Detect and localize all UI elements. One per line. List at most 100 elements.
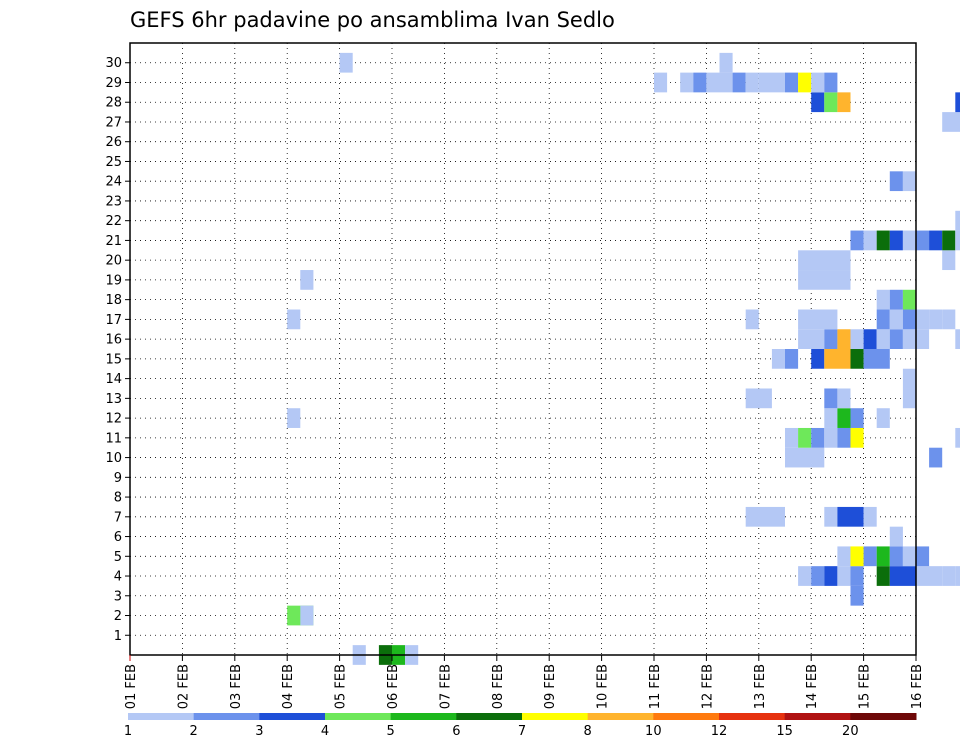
legend-swatch xyxy=(653,713,720,720)
legend-label: 10 xyxy=(645,724,662,739)
precip-cell xyxy=(811,92,825,113)
precip-cell xyxy=(300,605,314,626)
y-tick-label: 17 xyxy=(105,313,122,328)
precip-cell xyxy=(850,408,864,428)
legend-swatch xyxy=(719,713,786,720)
y-tick-label: 10 xyxy=(105,451,122,466)
precip-cell xyxy=(955,329,960,349)
legend-label: 5 xyxy=(387,724,395,739)
y-tick-label: 13 xyxy=(105,392,122,407)
precip-cell xyxy=(863,546,877,567)
chart-title: GEFS 6hr padavine po ansamblima Ivan Sed… xyxy=(130,8,615,32)
x-tick-label: 12 FEB xyxy=(700,664,715,709)
legend-swatch xyxy=(522,713,589,720)
y-tick-label: 9 xyxy=(114,471,122,486)
x-tick-label: 05 FEB xyxy=(334,664,349,709)
precip-cell xyxy=(850,427,864,448)
x-tick-label: 04 FEB xyxy=(281,664,296,709)
precip-cell xyxy=(745,506,785,527)
precip-cell xyxy=(889,546,903,567)
legend-label: 12 xyxy=(711,724,728,739)
precip-cell xyxy=(902,388,916,409)
legend-label: 8 xyxy=(584,724,592,739)
precip-cell xyxy=(942,250,956,271)
precip-cell xyxy=(798,329,825,349)
x-tick-label: 13 FEB xyxy=(753,664,768,709)
precip-cell xyxy=(837,506,864,527)
x-tick-label: 14 FEB xyxy=(805,664,820,709)
x-tick-label: 03 FEB xyxy=(229,664,244,709)
legend-label: 1 xyxy=(124,724,132,739)
precip-cell xyxy=(955,92,960,113)
precip-cell xyxy=(876,309,890,330)
precip-cell xyxy=(824,92,838,113)
legend-swatch xyxy=(456,713,523,720)
precip-cell xyxy=(876,546,890,567)
y-tick-label: 24 xyxy=(105,175,122,190)
precip-cell xyxy=(824,566,838,586)
precip-cell xyxy=(824,388,838,409)
precip-cell xyxy=(837,566,851,586)
precip-cell xyxy=(863,230,877,251)
plot-frame xyxy=(129,42,917,656)
y-tick-label: 22 xyxy=(105,214,122,229)
precip-cell xyxy=(942,112,960,132)
precip-cell xyxy=(955,210,960,231)
y-tick-label: 16 xyxy=(105,333,122,348)
precip-cell xyxy=(811,72,825,93)
precip-cell xyxy=(300,270,314,290)
y-tick-label: 18 xyxy=(105,293,122,308)
precip-cell xyxy=(850,329,864,349)
precip-cell xyxy=(824,408,838,428)
precip-cell xyxy=(889,230,903,251)
precip-cell xyxy=(837,546,851,567)
legend-swatch xyxy=(850,713,917,720)
y-tick-label: 4 xyxy=(114,570,122,585)
precip-cell xyxy=(916,546,930,567)
y-tick-label: 3 xyxy=(114,589,122,604)
precip-cell xyxy=(929,447,943,468)
precip-cell xyxy=(785,427,799,448)
precip-cell xyxy=(798,309,838,330)
precip-cell xyxy=(706,72,733,93)
precip-cell xyxy=(287,309,301,330)
precip-cell xyxy=(902,230,916,251)
x-tick-label: 15 FEB xyxy=(858,664,873,709)
precip-cell xyxy=(719,52,733,73)
precip-cell xyxy=(889,309,903,330)
y-tick-label: 5 xyxy=(114,550,122,565)
precip-cell xyxy=(680,72,694,93)
precip-cell xyxy=(798,427,812,448)
y-tick-label: 1 xyxy=(114,629,122,644)
y-tick-label: 8 xyxy=(114,491,122,506)
precip-cell xyxy=(811,349,825,369)
precip-cell xyxy=(798,250,851,271)
precip-cell xyxy=(745,72,759,93)
precip-cell xyxy=(902,171,916,192)
legend-label: 20 xyxy=(842,724,859,739)
precip-cell xyxy=(287,408,301,428)
precip-cell xyxy=(837,329,851,349)
precip-cell xyxy=(876,289,890,310)
precip-cell xyxy=(850,585,864,606)
precip-cell xyxy=(745,388,772,409)
precip-cell xyxy=(850,546,864,567)
legend-swatch xyxy=(390,713,457,720)
y-tick-label: 26 xyxy=(105,135,122,150)
precip-cell xyxy=(837,92,851,113)
precip-cell xyxy=(732,72,746,93)
y-axis-ticks: 1234567891011121314151617181920212223242… xyxy=(105,56,130,644)
precip-cell xyxy=(850,230,864,251)
y-tick-label: 27 xyxy=(105,115,122,130)
precip-cell xyxy=(850,349,864,369)
legend-swatch xyxy=(325,713,392,720)
precip-cell xyxy=(889,289,903,310)
x-tick-label: 01 FEB xyxy=(124,664,139,709)
precip-cell xyxy=(876,566,890,586)
precip-cell xyxy=(824,349,851,369)
legend-label: 7 xyxy=(518,724,526,739)
precip-cell xyxy=(654,72,668,93)
x-tick-label: 16 FEB xyxy=(910,664,925,709)
x-tick-label: 08 FEB xyxy=(491,664,506,709)
legend-label: 6 xyxy=(452,724,460,739)
